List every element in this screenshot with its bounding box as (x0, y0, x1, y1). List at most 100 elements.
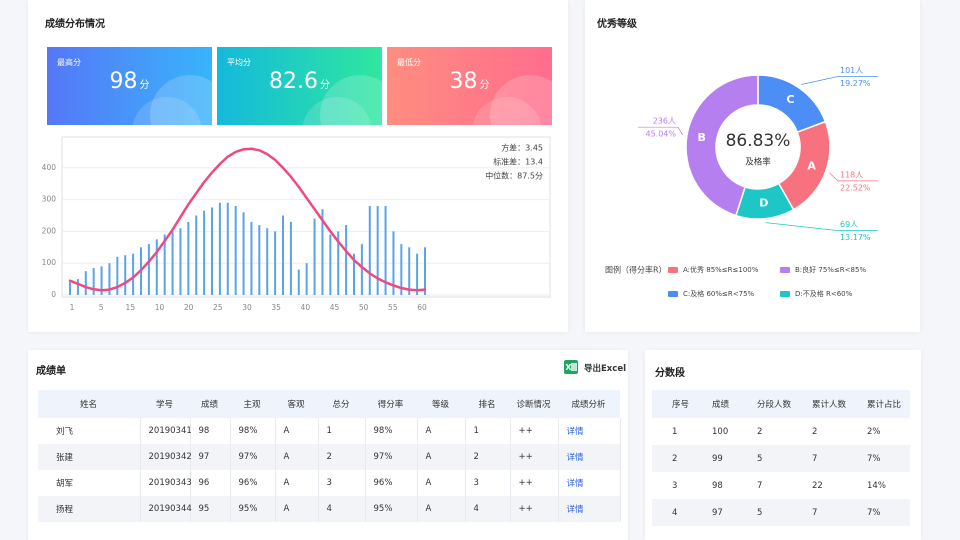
table-cell: 5 (745, 499, 800, 526)
header-cell: 成绩 (190, 390, 230, 418)
table-cell: 2% (867, 426, 881, 437)
bar (360, 244, 363, 295)
table-cell: A (417, 444, 466, 470)
bar (289, 221, 292, 295)
bar (108, 263, 111, 295)
table-cell: 97% (365, 444, 418, 470)
percent-label: 45.04% (645, 130, 676, 139)
legend-label: A:优秀 85%≤R≤100% (683, 265, 759, 274)
table-row: 刘飞 20190341 98 98% A 1 98% A 1 ++ 详情 (38, 418, 621, 444)
bar (116, 256, 119, 295)
card-number: 82.6 (269, 69, 318, 94)
percent-label: 22.52% (840, 183, 871, 192)
score-card: 最低分 38 分 (387, 47, 552, 125)
table-cell: 3 (318, 470, 366, 496)
bar (218, 202, 221, 295)
detail-link[interactable]: 详情 (558, 496, 621, 522)
bar (234, 205, 237, 295)
x-tick-label: 40 (301, 303, 311, 312)
bar (155, 239, 158, 295)
card-unit: 分 (319, 80, 330, 91)
table-cell: A (417, 496, 466, 522)
table-cell: 3 (672, 480, 678, 491)
table-cell: 97% (230, 444, 276, 470)
legend-label: C:及格 60%≤R<75% (683, 289, 755, 298)
bar (171, 231, 174, 295)
leader-line (801, 76, 878, 85)
x-tick-label: 35 (271, 303, 281, 312)
center-label: 及格率 (745, 157, 771, 168)
table-cell: 20190344 (140, 496, 192, 522)
bar (424, 247, 426, 295)
table-cell: 1 (672, 426, 678, 437)
table-cell: 97 (190, 444, 231, 470)
bar (329, 234, 332, 295)
table-cell: A (417, 418, 466, 444)
table-cell: A (417, 470, 466, 496)
table-cell: 98% (230, 418, 276, 444)
table-cell: 扬程 (38, 496, 141, 522)
segment-letter: C (786, 93, 794, 106)
table-cell: A (275, 496, 319, 522)
table-cell: 7% (855, 499, 910, 526)
bar (226, 202, 229, 295)
detail-link[interactable]: 详情 (558, 444, 621, 470)
card-number: 98 (109, 69, 138, 94)
y-tick-label: 0 (51, 290, 56, 299)
count-label: 118人 (840, 170, 863, 179)
count-label: 69人 (840, 220, 858, 229)
leader-line (638, 126, 684, 136)
bar (353, 253, 355, 295)
header-cell: 学号 (140, 390, 190, 418)
bar (258, 225, 261, 295)
table-cell: 95% (365, 496, 418, 522)
table-cell: 95 (190, 496, 231, 522)
table-row: 3 98 7 22 14% (652, 472, 910, 499)
table-cell: 100 (712, 426, 729, 437)
table-row: 1 100 2 2 2% (652, 418, 910, 445)
detail-link[interactable]: 详情 (558, 418, 621, 444)
bar (345, 225, 348, 295)
bar (187, 221, 190, 295)
y-tick-label: 400 (42, 163, 57, 172)
table-cell: 2 (757, 426, 763, 437)
table-cell: A (275, 470, 319, 496)
bar (203, 210, 206, 295)
table-cell: A (275, 418, 319, 444)
x-tick-label: 20 (184, 303, 194, 312)
panel-title: 成绩分布情况 (45, 19, 105, 30)
bar (400, 244, 403, 295)
bar (313, 218, 316, 295)
count-label: 101人 (840, 66, 863, 75)
bar (163, 234, 166, 295)
bar (76, 279, 79, 295)
bar (416, 253, 419, 295)
x-tick-label: 45 (330, 303, 340, 312)
export-button[interactable]: 导出Excel (584, 364, 627, 374)
table-cell: 5 (745, 445, 800, 472)
legend-label: B:良好 75%≤R<85% (795, 265, 866, 274)
card-unit: 分 (139, 80, 150, 91)
bar (250, 221, 253, 295)
bar (211, 207, 213, 295)
card-label: 最低分 (397, 58, 421, 67)
legend-swatch (780, 267, 790, 273)
table-cell: 4 (318, 496, 366, 522)
table-cell: 98 (712, 480, 723, 491)
table-cell: 3 (465, 470, 511, 496)
curve (68, 147, 427, 292)
excel-icon[interactable]: X (564, 360, 578, 374)
score-card: 最高分 98 分 (47, 47, 212, 125)
segment-letter: A (807, 159, 816, 172)
legend-title: 图例（得分率R） (605, 265, 667, 275)
distribution-panel: 成绩分布情况 最高分 98 分平均分 82.6 分最低分 38 分 0 100 200 300 40… (28, 0, 568, 332)
x-tick-label: 55 (388, 303, 398, 312)
detail-link[interactable]: 详情 (558, 470, 621, 496)
table-row: 扬程 20190344 95 95% A 4 95% A 4 ++ 详情 (38, 496, 621, 522)
header-cell: 序号 (652, 390, 700, 418)
table-cell: 1 (465, 418, 511, 444)
table-cell: 2 (652, 445, 700, 472)
grade-panel: 优秀等级 C 101人 19.27% A 118人 22.52% D 69人 13.17% B 23… (585, 0, 920, 332)
bar (195, 215, 198, 295)
